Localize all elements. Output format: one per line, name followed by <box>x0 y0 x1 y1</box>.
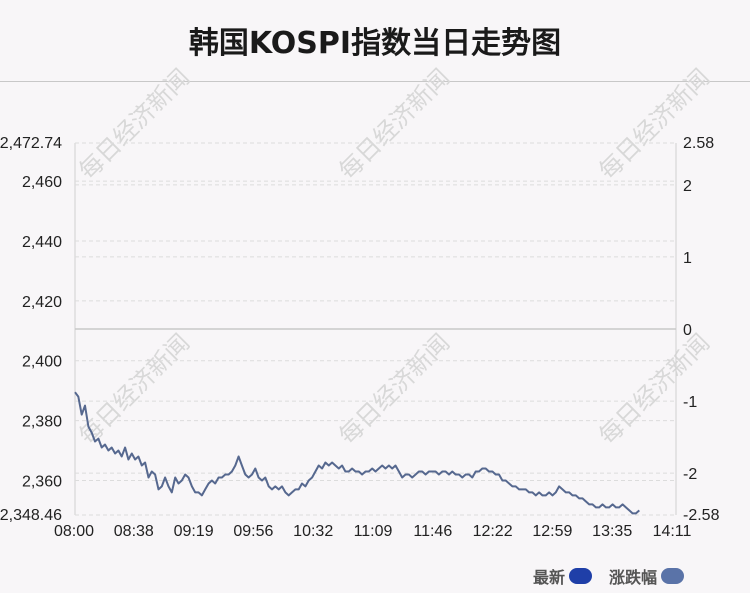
watermark-text: 每日经济新闻 <box>334 329 456 451</box>
y-right-tick-label: 0 <box>683 322 692 339</box>
y-right-tick-label: -2 <box>683 466 697 483</box>
y-left-tick-label: 2,460 <box>22 174 62 191</box>
y-right-bottom-label: -2.58 <box>683 507 720 524</box>
x-tick-label: 09:56 <box>233 523 273 540</box>
x-tick-label: 09:19 <box>174 523 214 540</box>
y-right-tick-label: -1 <box>683 394 697 411</box>
x-tick-label: 14:11 <box>653 523 692 540</box>
watermark-text: 每日经济新闻 <box>334 64 456 186</box>
x-tick-label: 10:32 <box>293 523 333 540</box>
title-divider <box>0 81 750 82</box>
legend-swatch-change <box>661 568 685 584</box>
y-left-tick-label: 2,380 <box>22 414 62 431</box>
x-tick-label: 13:35 <box>592 523 632 540</box>
chart-title: 韩国KOSPI指数当日走势图 <box>188 26 562 61</box>
y-right-tick-label: 2 <box>683 178 692 195</box>
x-tick-label: 12:59 <box>532 523 572 540</box>
watermark-text: 每日经济新闻 <box>594 329 716 451</box>
watermark-text: 每日经济新闻 <box>74 64 196 186</box>
x-tick-label: 08:38 <box>114 523 154 540</box>
x-tick-label: 11:46 <box>413 523 452 540</box>
y-left-bottom-label: 2,348.46 <box>0 507 62 524</box>
legend-item-change[interactable]: 涨跌幅 <box>609 564 685 588</box>
y-right-top-label: 2.58 <box>683 135 714 152</box>
legend-swatch-latest <box>569 568 593 584</box>
x-tick-label: 11:09 <box>354 523 393 540</box>
watermark-text: 每日经济新闻 <box>594 64 716 186</box>
y-left-tick-label: 2,400 <box>22 354 62 371</box>
y-right-tick-label: 1 <box>683 250 692 267</box>
y-left-tick-label: 2,360 <box>22 473 62 490</box>
y-left-tick-label: 2,420 <box>22 294 62 311</box>
y-left-tick-label: 2,440 <box>22 234 62 251</box>
legend-item-latest[interactable]: 最新 <box>533 564 593 588</box>
x-tick-label: 12:22 <box>473 523 513 540</box>
x-tick-label: 08:00 <box>54 523 94 540</box>
legend-label-change: 涨跌幅 <box>609 568 658 587</box>
kospi-series-line <box>74 391 640 515</box>
y-left-top-label: 2,472.74 <box>0 135 62 152</box>
legend-label-latest: 最新 <box>533 568 566 587</box>
